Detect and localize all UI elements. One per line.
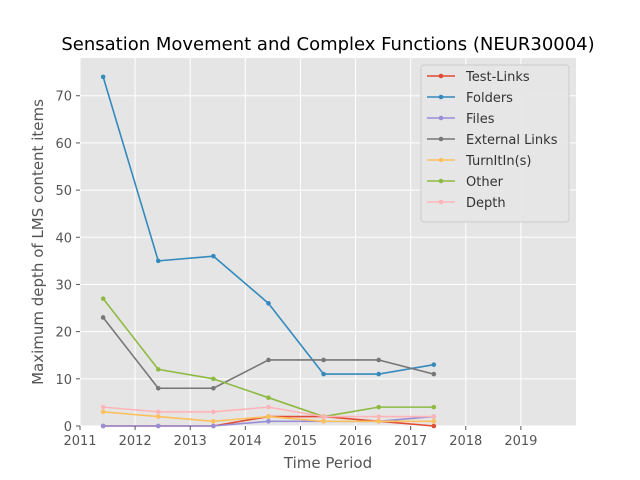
- legend-box: [420, 64, 570, 223]
- legend-swatch-marker: [438, 199, 444, 205]
- legend-item-depth: Depth: [427, 196, 506, 211]
- series-depth: [100, 404, 437, 419]
- data-point-folders: [431, 362, 437, 367]
- series-turnitin-s: [100, 409, 437, 424]
- data-point-external-links: [431, 371, 437, 377]
- data-point-depth: [155, 409, 161, 415]
- legend-item-folders: Folders: [427, 91, 513, 106]
- legend-label: Other: [466, 175, 504, 190]
- data-point-external-links: [266, 357, 271, 363]
- data-point-turnitin-s: [376, 418, 382, 424]
- x-tick-label: 2017: [394, 434, 427, 449]
- data-point-depth: [266, 404, 271, 410]
- legend-label: Files: [466, 112, 495, 127]
- data-point-files: [100, 423, 106, 429]
- x-tick-label: 2019: [504, 434, 537, 449]
- data-point-files: [266, 418, 271, 424]
- y-tick-label: 20: [55, 326, 72, 341]
- data-point-files: [211, 423, 216, 429]
- x-tick-label: 2011: [63, 434, 96, 449]
- data-point-external-links: [100, 315, 106, 320]
- data-point-other: [376, 404, 382, 410]
- data-point-turnitin-s: [321, 418, 326, 424]
- legend: Test-Links Folders Files External Links Turn…: [420, 64, 570, 223]
- legend-item-turnitin-s: TurnItIn(s): [427, 154, 531, 169]
- data-point-other: [211, 376, 216, 382]
- data-point-test-links: [431, 423, 437, 429]
- y-tick-label: 60: [55, 137, 72, 152]
- data-point-folders: [376, 371, 382, 377]
- legend-swatch-marker: [438, 115, 444, 121]
- x-axis-ticks: 2011 2012 2013 2014 2015 2016 2017 2018 2019: [63, 426, 537, 449]
- data-point-turnitin-s: [100, 409, 106, 415]
- legend-swatch-marker: [438, 178, 444, 184]
- data-point-other: [100, 296, 106, 301]
- data-point-external-links: [155, 385, 161, 391]
- legend-item-test-links: Test-Links: [427, 70, 530, 85]
- legend-swatch-marker: [438, 157, 444, 163]
- data-point-other: [266, 395, 271, 400]
- data-point-folders: [321, 371, 326, 377]
- data-point-folders: [155, 258, 161, 264]
- data-point-turnitin-s: [266, 414, 271, 419]
- y-axis-ticks: 0 10 20 30 40 50 60 70: [55, 90, 80, 435]
- data-point-turnitin-s: [211, 418, 216, 424]
- legend-label: Depth: [466, 196, 506, 211]
- y-tick-label: 70: [55, 90, 72, 105]
- series-layer: [100, 74, 437, 429]
- x-tick-label: 2013: [174, 434, 207, 449]
- x-axis-label: Time Period: [283, 454, 372, 472]
- series-folders: [100, 74, 437, 377]
- legend-item-files: Files: [427, 112, 495, 127]
- data-point-depth: [211, 409, 216, 415]
- legend-swatch-marker: [438, 73, 444, 79]
- x-tick-label: 2014: [229, 434, 262, 449]
- data-point-other: [155, 367, 161, 372]
- legend-label: External Links: [466, 133, 558, 148]
- x-tick-label: 2015: [284, 434, 317, 449]
- data-point-external-links: [376, 357, 382, 363]
- x-tick-label: 2012: [119, 434, 152, 449]
- data-point-depth: [376, 414, 382, 419]
- y-tick-label: 10: [55, 373, 72, 388]
- y-tick-label: 40: [55, 231, 72, 246]
- y-tick-label: 50: [55, 184, 72, 199]
- legend-swatch-marker: [438, 136, 444, 142]
- chart-title: Sensation Movement and Complex Functions…: [61, 34, 594, 55]
- legend-item-external-links: External Links: [427, 133, 558, 148]
- data-point-folders: [266, 301, 271, 306]
- data-point-depth: [431, 414, 437, 419]
- y-tick-label: 30: [55, 278, 72, 293]
- legend-swatch-marker: [438, 94, 444, 100]
- data-point-folders: [100, 74, 106, 80]
- data-point-depth: [321, 414, 326, 419]
- data-point-folders: [211, 253, 216, 259]
- x-tick-label: 2018: [449, 434, 482, 449]
- data-point-files: [155, 423, 161, 429]
- data-point-turnitin-s: [431, 418, 437, 424]
- legend-item-other: Other: [427, 175, 504, 190]
- legend-label: Test-Links: [465, 70, 530, 85]
- series-external-links: [100, 315, 437, 391]
- data-point-depth: [100, 404, 106, 410]
- y-axis-label: Maximum depth of LMS content items: [29, 99, 47, 385]
- legend-label: TurnItIn(s): [465, 154, 531, 169]
- legend-label: Folders: [466, 91, 513, 106]
- y-tick-label: 0: [64, 420, 72, 435]
- data-point-external-links: [321, 357, 326, 363]
- x-tick-label: 2016: [339, 434, 372, 449]
- data-point-external-links: [211, 385, 216, 391]
- data-point-turnitin-s: [155, 414, 161, 419]
- data-point-other: [431, 404, 437, 410]
